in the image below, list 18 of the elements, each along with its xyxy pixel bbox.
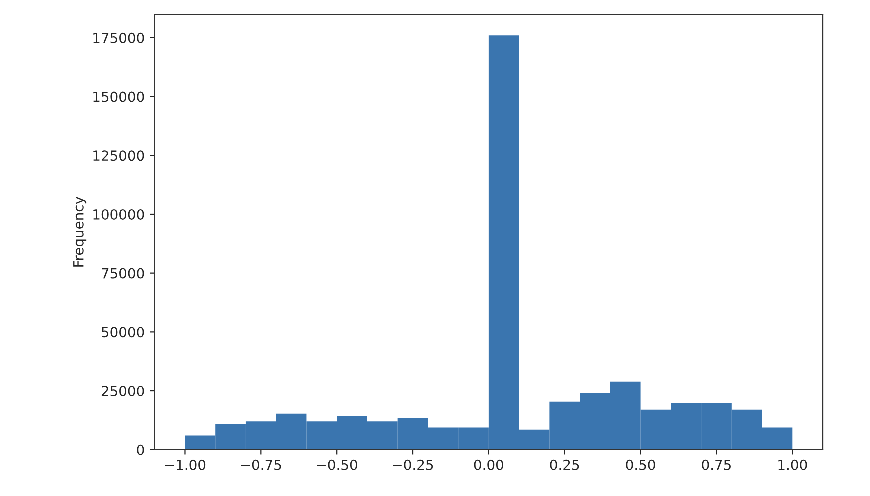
- y-tick-label: 50000: [102, 327, 144, 338]
- x-tick-label: −0.50: [317, 460, 358, 470]
- y-tick-label: 100000: [94, 209, 144, 220]
- y-tick-label: 75000: [102, 268, 144, 279]
- y-tick-label: 25000: [102, 386, 144, 396]
- x-tick-label: 0.00: [474, 460, 504, 470]
- y-tick-label: 150000: [94, 92, 144, 102]
- y-tick-label: 175000: [94, 32, 144, 44]
- x-tick-label: −0.75: [241, 460, 282, 470]
- x-tick-label: −1.00: [165, 460, 206, 470]
- y-axis-title: Frequency: [74, 196, 87, 267]
- y-tick-label: 0: [137, 444, 144, 456]
- y-tick-label: 125000: [94, 150, 144, 162]
- x-tick-label: −0.25: [393, 460, 434, 470]
- x-tick-label: 0.75: [702, 460, 731, 470]
- x-tick-label: 0.50: [626, 460, 656, 470]
- x-tick-label: 1.00: [778, 460, 808, 470]
- x-tick-label: 0.25: [550, 460, 580, 470]
